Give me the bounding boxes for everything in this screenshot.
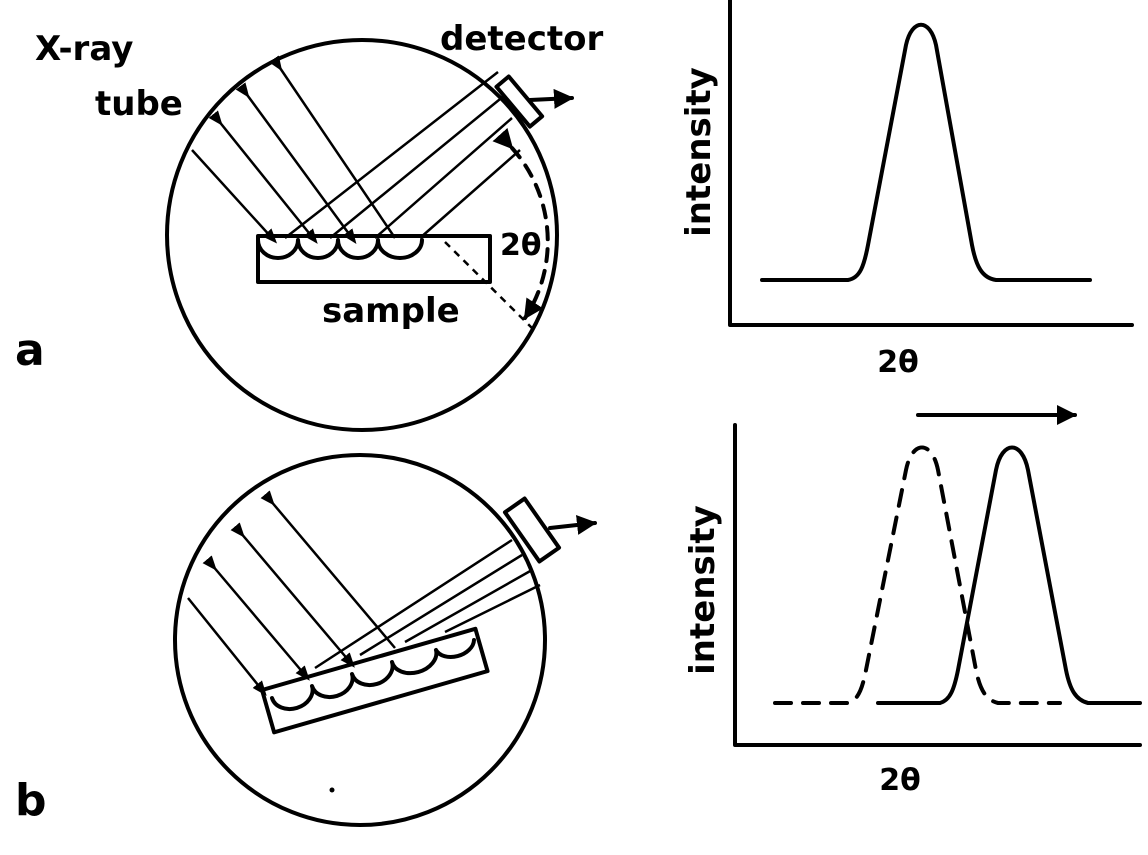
detector-box bbox=[494, 74, 545, 129]
dot bbox=[329, 787, 335, 793]
source-label: X-ray bbox=[35, 29, 133, 69]
sample-holder bbox=[260, 626, 490, 735]
detector-arrow bbox=[528, 88, 574, 109]
diffracted-rays bbox=[284, 71, 521, 239]
source-label: tube bbox=[95, 84, 183, 124]
angle-arc bbox=[492, 127, 550, 320]
sample-label: sample bbox=[322, 291, 460, 331]
shifted-peak bbox=[876, 445, 1142, 705]
diagram-b: b bbox=[15, 453, 597, 827]
goniometer-circle bbox=[173, 453, 547, 827]
x-axis-label: 2θ bbox=[877, 345, 918, 380]
y-axis-label: intensity bbox=[683, 505, 723, 675]
peak bbox=[760, 23, 1092, 282]
axes bbox=[733, 423, 1142, 747]
diffracted-rays bbox=[314, 538, 541, 670]
diagram-a: X-ray tube detector 2θ sample a bbox=[15, 19, 603, 432]
angle-label: 2θ bbox=[500, 228, 541, 263]
x-axis-label: 2θ bbox=[879, 763, 920, 798]
grains bbox=[270, 638, 476, 712]
detector-arrow bbox=[548, 515, 597, 535]
panel-label: a bbox=[15, 325, 45, 376]
y-axis-label: intensity bbox=[679, 67, 719, 237]
incident-rays bbox=[187, 500, 396, 690]
detector-label: detector bbox=[440, 19, 603, 59]
panel-label: b bbox=[15, 775, 47, 826]
detector-box bbox=[502, 496, 562, 564]
plot-a: intensity 2θ bbox=[679, 0, 1134, 380]
incident-rays bbox=[191, 65, 397, 238]
grains bbox=[256, 238, 424, 260]
plot-b: intensity 2θ bbox=[683, 405, 1142, 798]
goniometer-circle bbox=[165, 38, 559, 432]
sample-holder bbox=[256, 234, 492, 284]
axes bbox=[728, 0, 1134, 327]
original-peak bbox=[773, 445, 1062, 705]
